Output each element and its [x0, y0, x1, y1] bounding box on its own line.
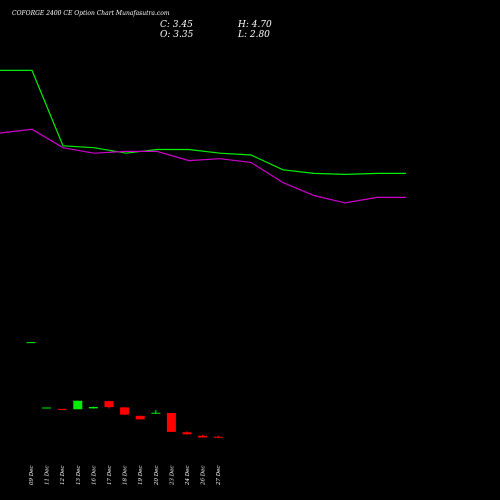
candle-body [213, 436, 223, 438]
x-tick-label: 13 Dec [76, 466, 82, 486]
high-value: H: 4.70 [237, 20, 272, 30]
candle [182, 431, 192, 435]
x-tick-label: 20 Dec [154, 466, 160, 487]
candle-body [104, 401, 114, 408]
x-tick-label: 19 Dec [138, 466, 144, 486]
candle [104, 400, 114, 409]
candle-body [135, 415, 145, 420]
x-axis-labels: 09 Dec 11 Dec 12 Dec 13 Dec 16 Dec 17 Dec 18 D… [29, 466, 222, 487]
candle [42, 407, 52, 409]
x-tick-label: 24 Dec [185, 466, 191, 487]
open-value: O: 3.35 [160, 30, 194, 40]
low-value: L: 2.80 [237, 30, 270, 40]
x-tick-label: 09 Dec [29, 466, 35, 486]
candle-body [151, 412, 161, 414]
candle-body [26, 342, 36, 344]
line-series-2 [0, 128, 406, 204]
candle [120, 407, 130, 415]
x-tick-label: 23 Dec [169, 466, 175, 487]
close-value: C: 3.45 [160, 20, 193, 30]
candle-body [42, 407, 52, 409]
candle-body [88, 407, 98, 409]
candle-body [166, 413, 176, 432]
x-tick-label: 12 Dec [60, 466, 66, 486]
x-tick-label: 27 Dec [216, 466, 222, 487]
x-tick-label: 11 Dec [45, 466, 51, 486]
candle [198, 435, 208, 438]
x-tick-label: 16 Dec [91, 466, 97, 486]
candle [26, 342, 36, 344]
candle [135, 415, 145, 420]
x-tick-label: 17 Dec [107, 466, 113, 486]
line-series-1 [0, 69, 406, 176]
candles-group [26, 342, 223, 438]
chart-title: COFORGE 2400 CE Option Chart Munafasutra… [12, 10, 170, 17]
candle-body [120, 407, 130, 415]
x-tick-label: 26 Dec [201, 466, 207, 487]
candle-body [182, 432, 192, 435]
candle-body [57, 408, 67, 410]
candle [57, 408, 67, 410]
candle-body [198, 435, 208, 438]
x-tick-label: 18 Dec [123, 466, 129, 486]
candle [151, 410, 161, 414]
candle [88, 406, 98, 409]
candle [166, 413, 176, 432]
line-series-group [0, 69, 406, 204]
candle [73, 400, 83, 410]
candle-body [73, 400, 83, 410]
candle [213, 435, 223, 438]
